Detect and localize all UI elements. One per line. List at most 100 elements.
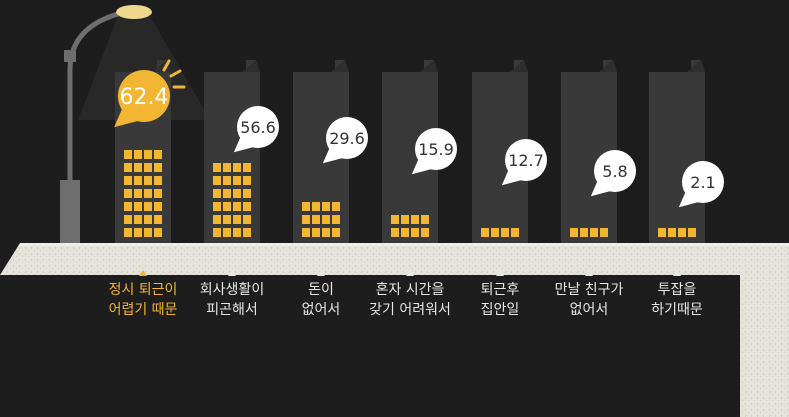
tick-label: 돈이 — [308, 282, 334, 298]
value-bubble: 62.4 — [114, 59, 186, 128]
lit-window — [243, 202, 251, 211]
pointer-icon — [228, 270, 236, 276]
data-label: 29.6 — [329, 129, 365, 148]
tick-label: 집안일 — [480, 302, 520, 318]
lit-window — [144, 189, 152, 198]
lit-window — [144, 176, 152, 185]
category-label: 정시 퇴근이 어렵기 때문 — [88, 270, 198, 320]
lit-window — [223, 189, 231, 198]
lit-window — [223, 215, 231, 224]
lit-window — [491, 228, 499, 237]
lit-window — [134, 176, 142, 185]
lit-window — [421, 228, 429, 237]
lit-window — [134, 189, 142, 198]
lit-window — [570, 228, 578, 237]
lit-window — [243, 163, 251, 172]
value-bubble: 29.6 — [322, 117, 368, 164]
value-bubble: 2.1 — [678, 161, 724, 208]
lit-window — [302, 228, 310, 237]
pointer-icon — [139, 270, 147, 276]
tick-label: 만날 친구가 — [554, 282, 624, 298]
lit-window — [678, 228, 686, 237]
lit-window — [312, 228, 320, 237]
lit-window — [243, 189, 251, 198]
data-label: 56.6 — [240, 118, 276, 137]
lit-window — [401, 228, 409, 237]
lit-window — [134, 228, 142, 237]
lit-window — [511, 228, 519, 237]
building-bar — [204, 60, 260, 243]
pointer-icon — [406, 270, 414, 276]
pointer-icon — [585, 270, 593, 276]
data-label: 5.8 — [602, 162, 627, 181]
lit-window — [481, 228, 489, 237]
lit-window — [124, 163, 132, 172]
value-bubble: 56.6 — [233, 106, 279, 153]
ledge — [0, 243, 789, 417]
lit-window — [411, 228, 419, 237]
lit-window — [688, 228, 696, 237]
lit-window — [213, 215, 221, 224]
tick-label: 혼자 시간을 — [375, 282, 445, 298]
lit-window — [154, 189, 162, 198]
pointer-icon — [496, 270, 504, 276]
category-label: 돈이 없어서 — [266, 270, 376, 320]
lit-window — [134, 150, 142, 159]
lit-window — [302, 202, 310, 211]
tick-label: 퇴근후 — [480, 282, 520, 298]
tick-label: 없어서 — [569, 302, 609, 318]
tick-label: 회사생활이 — [199, 282, 265, 298]
lit-window — [154, 228, 162, 237]
lit-window — [124, 215, 132, 224]
category-label: 회사생활이 피곤해서 — [177, 270, 287, 320]
pointer-icon — [673, 270, 681, 276]
lit-window — [243, 176, 251, 185]
lit-window — [124, 189, 132, 198]
building-bar — [649, 60, 705, 243]
lit-window — [213, 163, 221, 172]
value-bubble: 12.7 — [501, 139, 547, 186]
lit-window — [401, 215, 409, 224]
lit-window — [332, 228, 340, 237]
lit-window — [124, 150, 132, 159]
lit-window — [233, 176, 241, 185]
lit-window — [658, 228, 666, 237]
lit-window — [154, 202, 162, 211]
lit-window — [391, 228, 399, 237]
lit-window — [213, 228, 221, 237]
lit-window — [332, 202, 340, 211]
lit-window — [154, 215, 162, 224]
lit-window — [312, 215, 320, 224]
tick-label: 어렵기 때문 — [108, 302, 178, 318]
lit-window — [501, 228, 509, 237]
lit-window — [411, 215, 419, 224]
lit-window — [600, 228, 608, 237]
lit-window — [144, 163, 152, 172]
lit-window — [144, 150, 152, 159]
lit-window — [233, 202, 241, 211]
lit-window — [668, 228, 676, 237]
data-label: 62.4 — [120, 85, 169, 110]
data-label: 2.1 — [690, 173, 715, 192]
lit-window — [312, 202, 320, 211]
lit-window — [243, 228, 251, 237]
value-bubble: 15.9 — [411, 128, 457, 175]
lit-window — [332, 215, 340, 224]
lit-window — [322, 228, 330, 237]
lit-window — [243, 215, 251, 224]
building-bar — [472, 60, 528, 243]
lit-window — [154, 150, 162, 159]
lit-window — [124, 202, 132, 211]
lit-window — [223, 228, 231, 237]
lit-window — [213, 202, 221, 211]
tick-label: 투잡을 — [657, 282, 697, 298]
lit-window — [233, 228, 241, 237]
lit-window — [391, 215, 399, 224]
data-label: 15.9 — [418, 140, 454, 159]
lit-window — [421, 215, 429, 224]
tick-label: 갖기 어려워서 — [369, 302, 451, 318]
